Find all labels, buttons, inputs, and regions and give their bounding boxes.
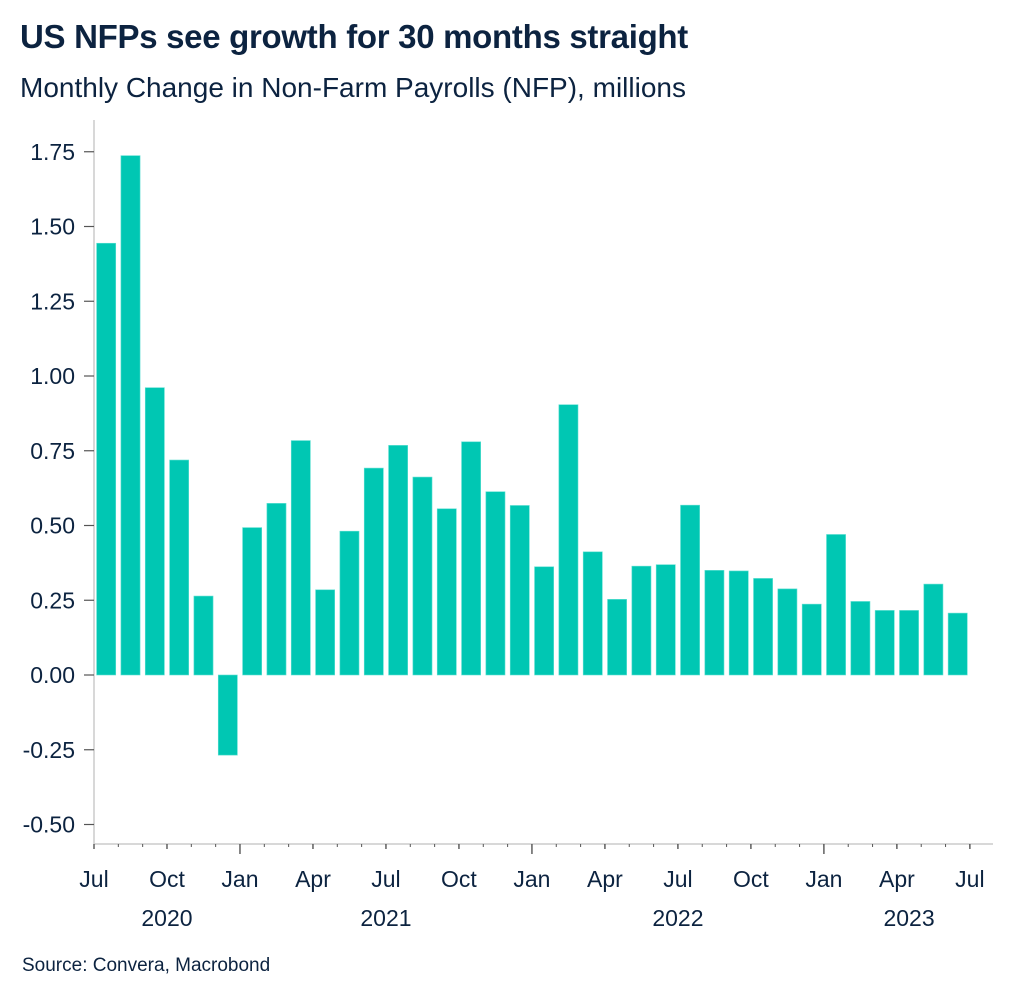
bar-2022-05: 2022-05: 0.364 xyxy=(631,565,652,676)
x-tick-label: Apr xyxy=(879,866,915,892)
bar-2021-07: 2021-07: 0.768 xyxy=(388,445,408,676)
y-tick-label: 0.25 xyxy=(30,587,75,613)
bar-2022-10: 2022-10: 0.323 xyxy=(753,578,773,676)
y-tick-label: 1.25 xyxy=(30,288,75,314)
x-tick-label: Jul xyxy=(955,866,984,892)
bar-2023-05: 2023-05: 0.304 xyxy=(923,583,944,676)
bar-2021-04: 2021-04: 0.285 xyxy=(315,589,336,676)
y-tick-label: 0.00 xyxy=(30,662,75,688)
chart-subtitle: Monthly Change in Non-Farm Payrolls (NFP… xyxy=(20,72,686,103)
bar-2022-07: 2022-07: 0.568 xyxy=(680,504,700,676)
y-axis: 1.75 1.50 1.25 1.00 0.75 0.50 0.25 0.00 -0.25 -0.… xyxy=(23,120,95,844)
bar-2022-12: 2022-12: 0.237 xyxy=(801,603,822,676)
bar-2021-03: 2021-03: 0.784 xyxy=(290,440,311,676)
x-tick-label: Jan xyxy=(221,866,258,892)
bar-2020-07: 2020-07: 1.444 xyxy=(96,242,117,676)
y-tick-label: -0.50 xyxy=(23,812,75,838)
x-year-label: 2023 xyxy=(883,905,934,931)
bar-2022-06: 2022-06: 0.369 xyxy=(655,564,676,676)
x-year-label: 2020 xyxy=(141,905,192,931)
bar-2020-10: 2020-10: 0.719 xyxy=(169,459,190,676)
x-tick-label: Oct xyxy=(149,866,185,892)
bar-2023-04: 2023-04: 0.216 xyxy=(899,610,919,676)
bar-2020-08: 2020-08: 1.737 xyxy=(120,155,141,676)
bar-2022-01: 2022-01: 0.362 xyxy=(534,566,554,676)
bar-2021-09: 2021-09: 0.556 xyxy=(436,508,457,676)
bar-2022-08: 2022-08: 0.35 xyxy=(704,570,725,676)
bar-2021-06: 2021-06: 0.692 xyxy=(363,467,384,676)
y-tick-label: 0.75 xyxy=(30,438,75,464)
bar-2021-11: 2021-11: 0.613 xyxy=(485,491,506,676)
x-tick-label: Jul xyxy=(371,866,400,892)
bar-2022-04: 2022-04: 0.253 xyxy=(607,599,627,676)
y-tick-label: 1.75 xyxy=(30,139,75,165)
bar-2023-03: 2023-03: 0.216 xyxy=(874,610,895,676)
x-tick-label: Jul xyxy=(663,866,692,892)
source-note: Source: Convera, Macrobond xyxy=(22,955,271,976)
x-tick-label: Jul xyxy=(79,866,108,892)
y-tick-label: -0.25 xyxy=(23,737,75,763)
x-tick-label: Oct xyxy=(733,866,769,892)
x-year-label: 2021 xyxy=(360,905,411,931)
bar-2021-05: 2021-05: 0.481 xyxy=(339,530,360,676)
bar-2022-11: 2022-11: 0.288 xyxy=(777,588,798,676)
x-tick-label: Apr xyxy=(295,866,331,892)
bar-2022-02: 2022-02: 0.904 xyxy=(558,404,579,676)
bar-2022-03: 2022-03: 0.412 xyxy=(582,551,603,676)
bar-2021-10: 2021-10: 0.78 xyxy=(461,441,481,676)
x-tick-label: Jan xyxy=(805,866,842,892)
bar-2023-01: 2023-01: 0.47 xyxy=(826,534,846,676)
bars: 2020-07: 1.4442020-08: 1.7372020-09: 0.9… xyxy=(96,155,968,756)
bar-2023-06: 2023-06: 0.207 xyxy=(947,612,968,676)
x-tick-label: Apr xyxy=(587,866,623,892)
chart-title: US NFPs see growth for 30 months straigh… xyxy=(20,18,688,55)
bar-2021-01: 2021-01: 0.493 xyxy=(242,527,263,676)
bar-2020-12: 2020-12: -0.268 xyxy=(217,674,238,756)
bar-2020-11: 2020-11: 0.264 xyxy=(193,595,214,676)
bar-2022-09: 2022-09: 0.348 xyxy=(728,570,749,676)
bar-2020-09: 2020-09: 0.961 xyxy=(144,387,165,676)
bar-2021-02: 2021-02: 0.574 xyxy=(266,503,287,676)
bar-2021-08: 2021-08: 0.662 xyxy=(412,476,433,676)
y-tick-label: 0.50 xyxy=(30,513,75,539)
x-axis: Jul Oct Jan Apr Jul Oct Jan Apr Jul Oct Jan Apr Jul 2… xyxy=(79,843,993,931)
x-tick-label: Jan xyxy=(513,866,550,892)
bar-2021-12: 2021-12: 0.567 xyxy=(509,505,530,676)
bar-2023-02: 2023-02: 0.246 xyxy=(850,601,871,676)
y-tick-label: 1.50 xyxy=(30,214,75,240)
y-tick-label: 1.00 xyxy=(30,363,75,389)
x-year-label: 2022 xyxy=(652,905,703,931)
x-tick-label: Oct xyxy=(441,866,477,892)
